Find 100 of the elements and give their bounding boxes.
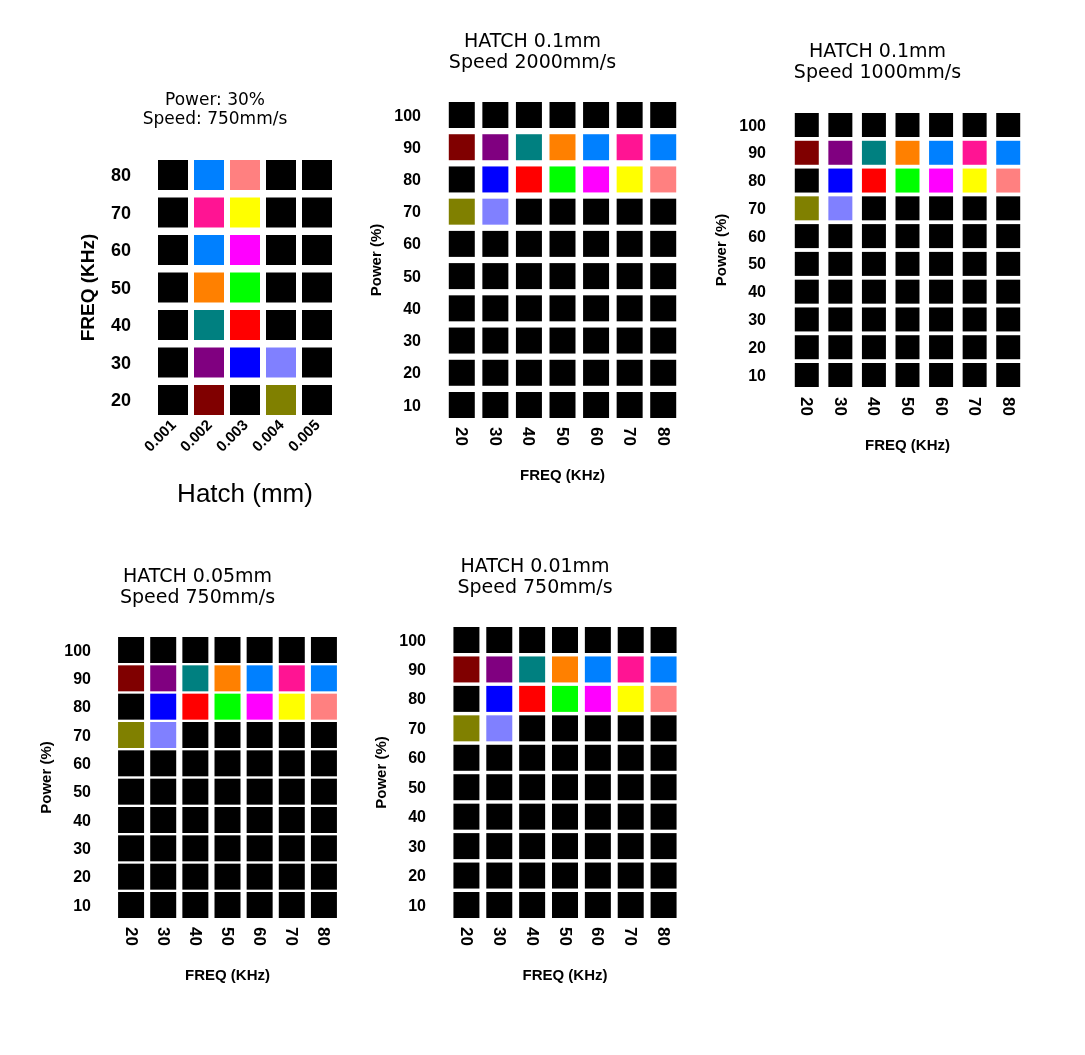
point — [583, 359, 610, 386]
point — [246, 750, 273, 777]
point — [617, 803, 644, 830]
point — [482, 134, 509, 161]
point — [861, 140, 886, 165]
point — [828, 168, 853, 193]
point — [583, 230, 610, 257]
point — [158, 385, 188, 415]
point — [895, 279, 920, 304]
point — [182, 835, 209, 862]
point — [650, 263, 677, 290]
y-axis-title: Power (%) — [367, 223, 385, 297]
point — [448, 295, 475, 322]
point — [519, 774, 546, 801]
point — [617, 685, 644, 712]
point — [929, 363, 954, 387]
x-axis-title: FREQ (KHz) — [185, 966, 270, 983]
point — [448, 327, 475, 354]
x-tick-label: 60 — [250, 927, 270, 946]
point — [828, 363, 853, 387]
point — [448, 102, 475, 128]
point — [962, 307, 987, 332]
point — [861, 168, 886, 193]
point — [828, 224, 853, 249]
point — [214, 637, 241, 663]
point — [519, 744, 546, 771]
point — [230, 385, 260, 415]
point — [583, 392, 610, 418]
x-tick-label: 80 — [998, 397, 1018, 416]
point — [515, 392, 542, 418]
point — [962, 279, 987, 304]
point — [302, 160, 332, 190]
x-tick-label: 50 — [555, 927, 575, 946]
point — [861, 279, 886, 304]
point — [552, 715, 578, 742]
point — [246, 807, 273, 833]
point — [214, 835, 241, 862]
point — [310, 665, 337, 692]
point — [794, 363, 819, 387]
point — [515, 263, 542, 290]
x-axis-title: FREQ (KHz) — [522, 966, 608, 983]
point — [895, 113, 920, 137]
point — [650, 102, 677, 128]
point — [650, 295, 677, 322]
x-tick-label: 50 — [898, 397, 917, 416]
point — [453, 803, 480, 830]
point — [214, 665, 241, 692]
point — [150, 665, 177, 692]
y-axis-title: Power (%) — [37, 741, 55, 814]
y-tick-label: 70 — [110, 202, 131, 223]
x-tick-label: 60 — [588, 927, 608, 946]
point — [616, 134, 643, 161]
point — [266, 310, 296, 340]
y-tick-label: 30 — [110, 352, 131, 373]
point — [246, 835, 273, 862]
x-axis-title: FREQ (KHz) — [865, 436, 950, 453]
point — [482, 263, 509, 290]
point — [519, 715, 546, 742]
y-tick-label: 30 — [403, 332, 422, 350]
point — [650, 359, 677, 386]
point — [302, 347, 332, 378]
point — [194, 160, 224, 190]
point — [584, 833, 611, 860]
x-tick-label: 40 — [185, 927, 205, 946]
point — [515, 230, 542, 257]
point — [861, 224, 886, 249]
chart-title: Power: 30% — [164, 88, 266, 109]
point — [583, 134, 610, 161]
y-tick-label: 70 — [403, 203, 422, 221]
x-tick-label: 20 — [452, 427, 472, 446]
x-tick-label: 40 — [522, 927, 542, 946]
point — [118, 722, 145, 748]
point — [650, 803, 677, 830]
point — [794, 113, 819, 137]
point — [230, 160, 260, 190]
y-tick-label: 10 — [403, 396, 422, 414]
point — [266, 347, 296, 378]
point — [266, 235, 296, 265]
point — [246, 722, 273, 748]
point — [794, 307, 819, 332]
x-tick-label: 50 — [553, 427, 572, 446]
chart-title: HATCH 0.01mm — [460, 553, 610, 576]
point — [583, 166, 610, 193]
point — [650, 744, 677, 771]
point — [453, 892, 480, 918]
point — [617, 744, 644, 771]
point — [549, 392, 576, 418]
point — [515, 359, 542, 386]
y-tick-label: 80 — [110, 165, 131, 185]
point — [616, 166, 643, 193]
point — [278, 665, 305, 692]
point — [182, 892, 209, 918]
x-tick-label: 80 — [314, 927, 334, 946]
point — [302, 272, 332, 303]
point — [230, 197, 260, 228]
point — [278, 722, 305, 748]
point — [895, 168, 920, 193]
point — [552, 744, 578, 771]
point — [617, 774, 644, 801]
point — [584, 627, 611, 653]
